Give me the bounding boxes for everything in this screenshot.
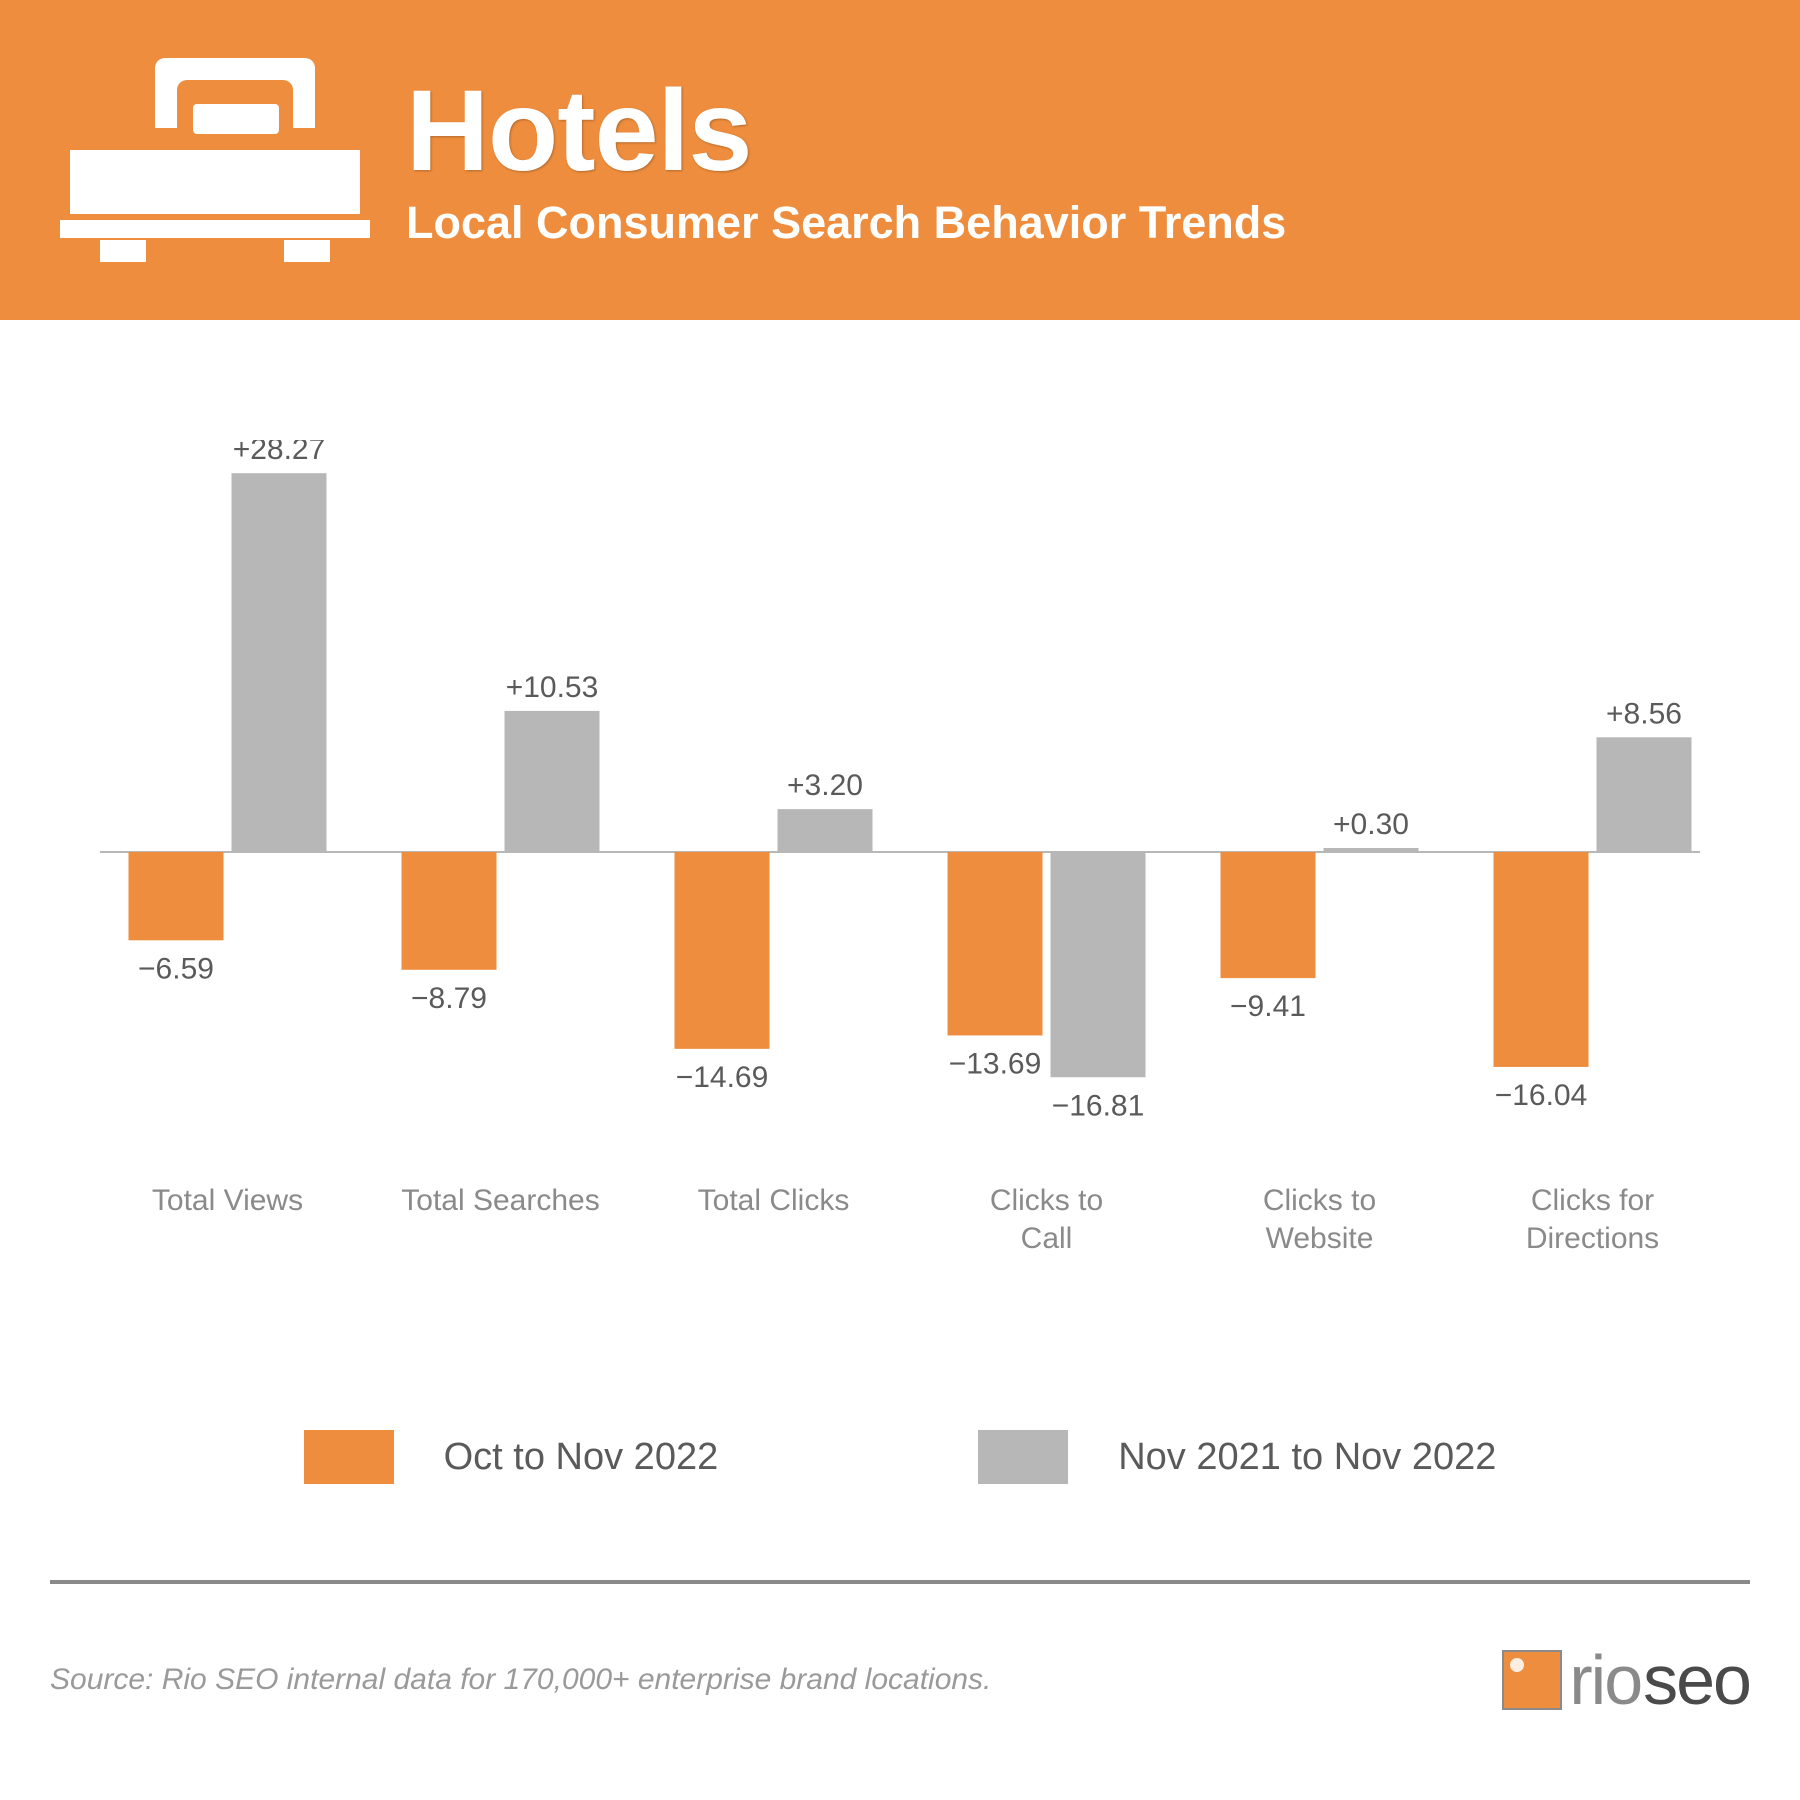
- bar-value-label: −9.41: [1230, 990, 1306, 1023]
- category-label: Total Views: [152, 1184, 303, 1217]
- bar: [1221, 852, 1316, 978]
- bar: [1494, 852, 1589, 1067]
- bar-value-label: −16.04: [1495, 1079, 1588, 1112]
- category-label: Clicks toCall: [990, 1184, 1103, 1255]
- chart-area: −6.59 +28.27 Total Views −8.79 +10.53 Total S…: [100, 440, 1700, 1340]
- category-label: Clicks toWebsite: [1263, 1184, 1376, 1255]
- bar-value-label: −6.59: [138, 952, 214, 985]
- legend-label: Nov 2021 to Nov 2022: [1118, 1436, 1496, 1479]
- bar-value-label: +10.53: [506, 671, 599, 704]
- bar-value-label: −16.81: [1052, 1089, 1145, 1122]
- bar-value-label: +28.27: [233, 440, 326, 466]
- rioseo-logo: rio seo: [1497, 1645, 1750, 1715]
- bar: [1324, 848, 1419, 852]
- footer: Source: Rio SEO internal data for 170,00…: [50, 1600, 1750, 1760]
- source-text: Source: Rio SEO internal data for 170,00…: [50, 1663, 991, 1697]
- header-title: Hotels: [406, 71, 1286, 192]
- bar: [402, 852, 497, 970]
- bar: [232, 473, 327, 852]
- category-label: Clicks forDirections: [1526, 1184, 1659, 1255]
- bed-icon: [60, 50, 370, 270]
- legend-item: Nov 2021 to Nov 2022: [978, 1430, 1496, 1484]
- category-label: Total Clicks: [698, 1184, 850, 1217]
- bar: [1051, 852, 1146, 1077]
- bar: [1597, 737, 1692, 852]
- footer-rule: [50, 1580, 1750, 1584]
- legend-label: Oct to Nov 2022: [444, 1436, 719, 1479]
- bar: [505, 711, 600, 852]
- legend: Oct to Nov 2022 Nov 2021 to Nov 2022: [0, 1430, 1800, 1484]
- legend-swatch: [978, 1430, 1068, 1484]
- bar-value-label: −14.69: [676, 1061, 769, 1094]
- logo-text-seo: seo: [1643, 1645, 1750, 1715]
- legend-swatch: [304, 1430, 394, 1484]
- bar: [948, 852, 1043, 1035]
- category-label: Total Searches: [401, 1184, 599, 1217]
- bar-chart: −6.59 +28.27 Total Views −8.79 +10.53 Total S…: [100, 440, 1700, 1340]
- bar: [675, 852, 770, 1049]
- header-text: Hotels Local Consumer Search Behavior Tr…: [406, 71, 1286, 250]
- bar-value-label: +8.56: [1606, 697, 1682, 730]
- page: Hotels Local Consumer Search Behavior Tr…: [0, 0, 1800, 1800]
- bar: [129, 852, 224, 940]
- header-band: Hotels Local Consumer Search Behavior Tr…: [0, 0, 1800, 320]
- logo-text-rio: rio: [1569, 1645, 1641, 1715]
- bar-value-label: +3.20: [787, 769, 863, 802]
- bar-value-label: −13.69: [949, 1047, 1042, 1080]
- legend-item: Oct to Nov 2022: [304, 1430, 719, 1484]
- bar-value-label: −8.79: [411, 982, 487, 1015]
- logo-square-icon: [1497, 1645, 1567, 1715]
- bar-value-label: +0.30: [1333, 808, 1409, 841]
- header-subtitle: Local Consumer Search Behavior Trends: [406, 197, 1286, 249]
- bar: [778, 809, 873, 852]
